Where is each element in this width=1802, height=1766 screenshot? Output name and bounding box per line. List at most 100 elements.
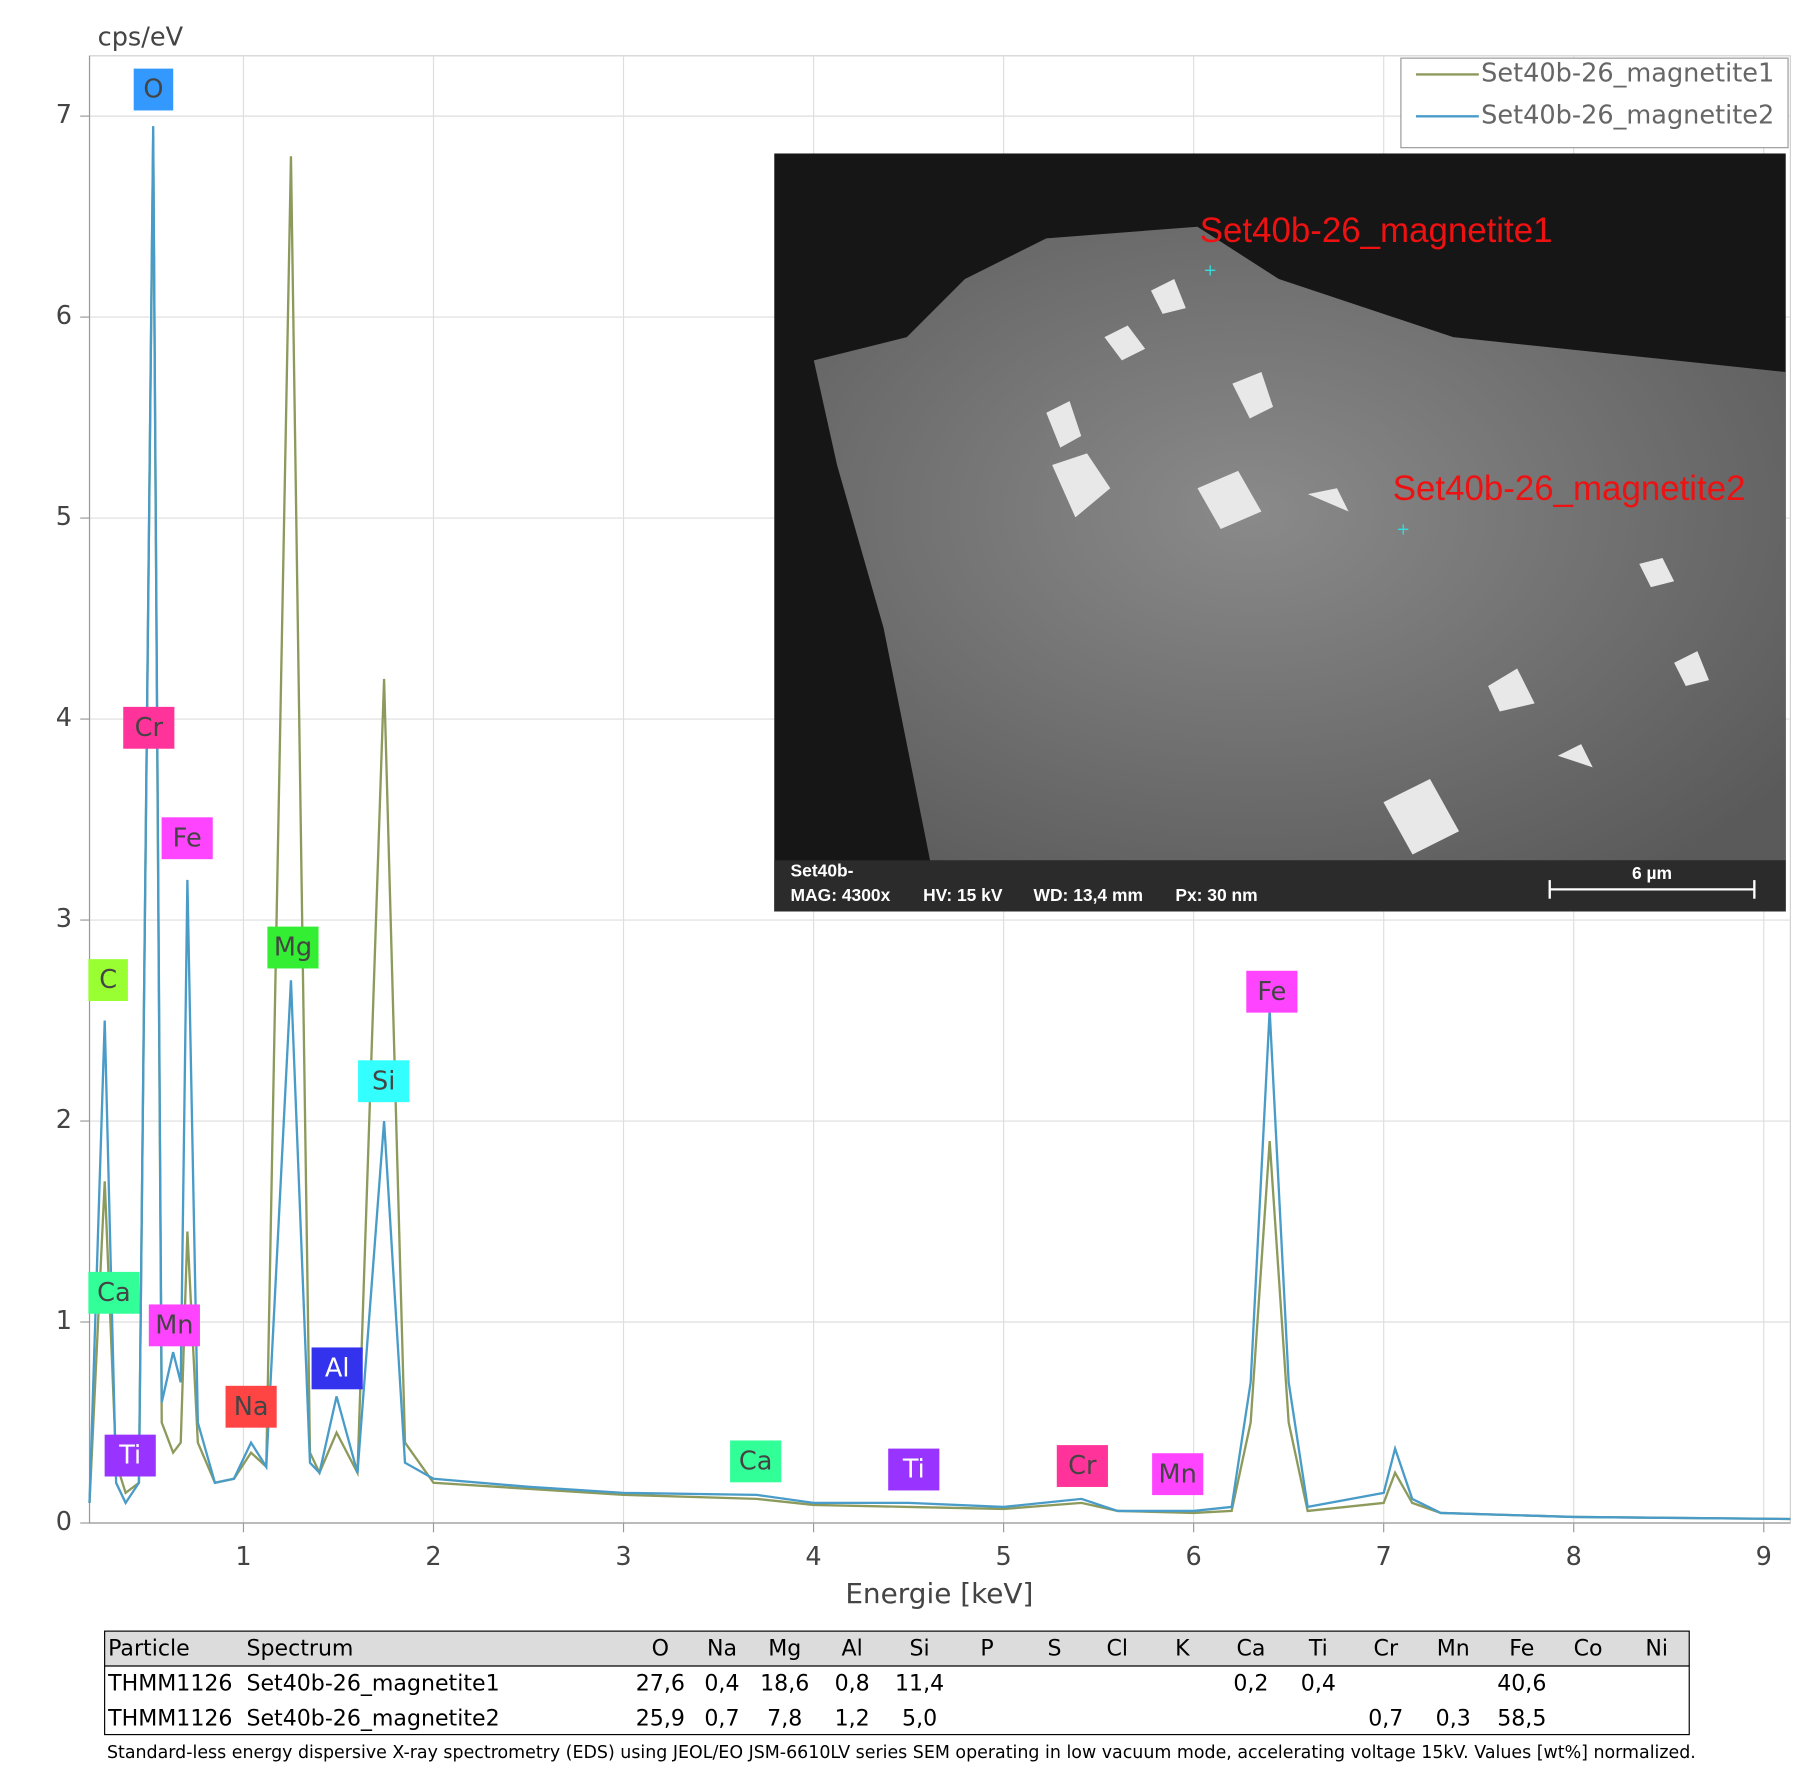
caption: Standard-less energy dispersive X-ray sp…	[107, 1743, 1696, 1763]
table-cell: 0,4	[1301, 1672, 1336, 1697]
table-header: Cr	[1374, 1637, 1399, 1662]
element-label: Cr	[135, 713, 164, 743]
legend-label: Set40b-26_magnetite1	[1481, 58, 1774, 88]
table-header: Mg	[768, 1637, 801, 1662]
table-cell: 0,4	[704, 1672, 739, 1697]
table-cell: 1,2	[835, 1706, 870, 1731]
y-axis-label: cps/eV	[98, 22, 184, 52]
x-axis-label: Energie [keV]	[845, 1577, 1033, 1610]
element-label-box	[1152, 1453, 1204, 1496]
table-cell: 18,6	[760, 1672, 809, 1697]
sem-image: + + Set40b-26_magnetite1 Set40b-26_magne…	[774, 153, 1786, 912]
x-tick-label: 4	[805, 1542, 821, 1572]
table-header: S	[1047, 1637, 1061, 1662]
table-header-bg	[104, 1631, 1690, 1666]
y-tick-label: 1	[56, 1306, 72, 1336]
element-label: C	[99, 965, 117, 995]
y-tick-label: 6	[56, 301, 72, 331]
point-marker: +	[1396, 520, 1410, 539]
sem-mag: MAG: 4300x	[791, 885, 891, 905]
point-marker: +	[1203, 260, 1217, 279]
element-label-box	[888, 1448, 940, 1491]
table-header: Ca	[1236, 1637, 1265, 1662]
element-label: Fe	[173, 823, 202, 853]
sem-wd: WD: 13,4 mm	[1034, 885, 1143, 905]
table-cell: 27,6	[636, 1672, 685, 1697]
element-label-box	[1246, 970, 1298, 1013]
table-header: P	[980, 1637, 993, 1662]
table-header: O	[652, 1637, 669, 1662]
table-cell: 7,8	[767, 1706, 802, 1731]
sem-info-bar	[774, 860, 1786, 912]
x-tick-label: 5	[995, 1542, 1011, 1572]
point-label: Set40b-26_magnetite2	[1393, 469, 1746, 508]
table-header: Si	[910, 1637, 930, 1662]
x-tick-label: 9	[1756, 1542, 1772, 1572]
table-cell: 25,9	[636, 1706, 685, 1731]
element-label: Ti	[118, 1441, 141, 1471]
table-cell: Set40b-26_magnetite2	[246, 1706, 499, 1731]
element-label: Cr	[1068, 1451, 1097, 1481]
y-tick-label: 4	[56, 703, 72, 733]
x-tick-label: 2	[425, 1542, 441, 1572]
element-label-box	[123, 706, 175, 749]
element-label-box	[148, 1304, 200, 1347]
x-tick-label: 3	[615, 1542, 631, 1572]
x-tick-label: 7	[1376, 1542, 1392, 1572]
element-label: Ca	[97, 1278, 131, 1308]
element-label: Ti	[902, 1455, 925, 1485]
spectrum-line	[88, 136, 1791, 1521]
element-label-box	[1056, 1445, 1108, 1487]
element-label: Fe	[1257, 977, 1286, 1007]
spectrum-line	[88, 126, 1791, 1521]
element-label-box	[358, 1060, 410, 1103]
table-header: Cl	[1106, 1637, 1128, 1662]
element-label: Mg	[274, 933, 312, 963]
table-header: Mn	[1437, 1637, 1470, 1662]
point-label: Set40b-26_magnetite1	[1200, 211, 1553, 250]
sem-sample: Set40b-	[791, 861, 854, 881]
element-label-box	[88, 1271, 140, 1314]
element-label: Al	[325, 1354, 350, 1384]
y-tick-label: 5	[56, 502, 72, 532]
element-label-box	[104, 1434, 156, 1477]
table-cell: 5,0	[902, 1706, 937, 1731]
y-tick-label: 3	[56, 904, 72, 934]
element-label-box	[133, 68, 174, 111]
table-header: Co	[1574, 1637, 1603, 1662]
element-label: Ca	[739, 1447, 773, 1477]
sem-px: Px: 30 nm	[1175, 885, 1257, 905]
element-label: Na	[234, 1392, 269, 1422]
sem-grain	[813, 226, 1786, 861]
sem-hv: HV: 15 kV	[923, 885, 1003, 905]
element-label-box	[88, 959, 128, 1002]
x-tick-label: 1	[235, 1542, 251, 1572]
table-cell: 58,5	[1497, 1706, 1546, 1731]
legend-box	[1400, 57, 1789, 149]
table-cell: 0,8	[835, 1672, 870, 1697]
element-label: Si	[372, 1066, 395, 1096]
table-header: Al	[842, 1637, 863, 1662]
table-cell: 11,4	[895, 1672, 944, 1697]
table-cell: 0,7	[704, 1706, 739, 1731]
sem-crystals	[1046, 279, 1709, 855]
element-label-box	[225, 1385, 277, 1428]
y-tick-label: 0	[56, 1507, 72, 1537]
table-header: Na	[707, 1637, 737, 1662]
element-label: Mn	[155, 1311, 193, 1341]
y-tick-label: 7	[56, 100, 72, 130]
element-label: O	[143, 75, 163, 105]
legend-label: Set40b-26_magnetite2	[1481, 100, 1774, 130]
table-header: K	[1175, 1637, 1190, 1662]
table-cell: 0,2	[1233, 1672, 1268, 1697]
table-header: Ti	[1308, 1637, 1328, 1662]
table-header: Fe	[1509, 1637, 1534, 1662]
element-label-box	[161, 817, 213, 860]
table-cell: Set40b-26_magnetite1	[246, 1672, 499, 1697]
table-header: Ni	[1645, 1637, 1668, 1662]
sem-scale: 6 µm	[1632, 863, 1672, 883]
y-tick-label: 2	[56, 1105, 72, 1135]
table-cell: 0,3	[1436, 1706, 1471, 1731]
element-label-box	[730, 1440, 782, 1483]
table-cell: 0,7	[1368, 1706, 1403, 1731]
